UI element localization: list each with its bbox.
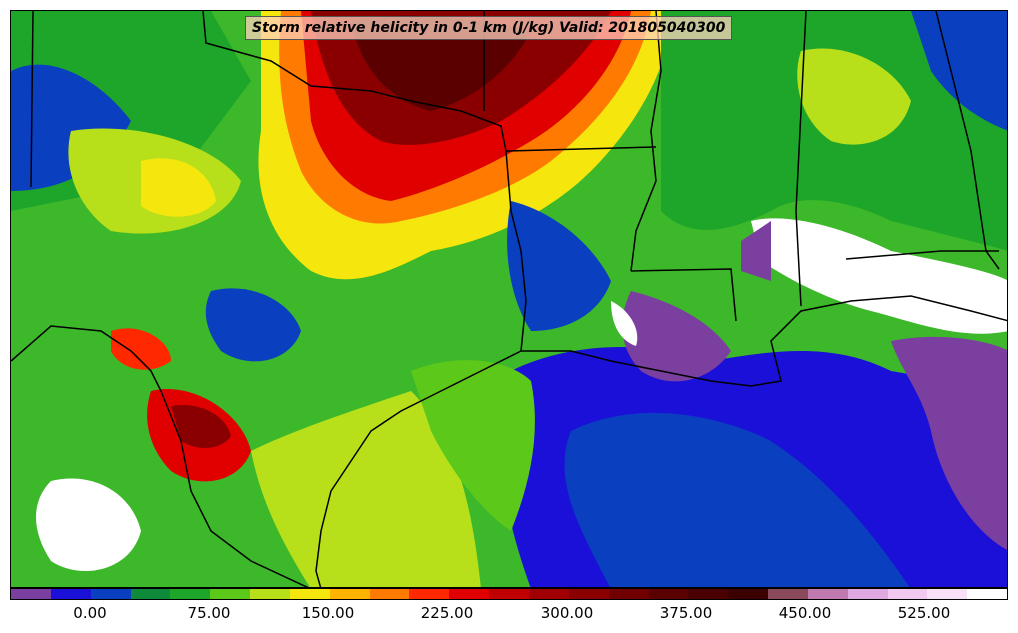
colorbar-segment bbox=[528, 589, 569, 599]
field-gulf-purple bbox=[891, 336, 1007, 550]
colorbar-segment bbox=[608, 589, 649, 599]
colorbar-segment bbox=[768, 589, 808, 599]
colorbar-segment bbox=[648, 589, 689, 599]
field-sw-white bbox=[36, 478, 141, 571]
border-al-fl bbox=[845, 250, 999, 260]
colorbar-segment bbox=[927, 589, 968, 599]
colorbar-tick-labels: 0.00 75.00 150.00 225.00 300.00 375.00 450.00 5… bbox=[10, 600, 1008, 630]
colorbar-tick-label: 75.00 bbox=[187, 604, 231, 622]
field-mid-blue bbox=[205, 288, 301, 362]
field-east-yellowgreen bbox=[797, 48, 911, 145]
border-al-ga bbox=[935, 11, 1000, 270]
colorbar-tick-label: 150.00 bbox=[301, 604, 355, 622]
colorbar-segment bbox=[170, 589, 211, 599]
colorbar-segment bbox=[489, 589, 529, 599]
colorbar-segment bbox=[807, 589, 848, 599]
field-coast-green bbox=[411, 360, 535, 531]
colorbar-segment bbox=[329, 589, 370, 599]
border-ar-la bbox=[505, 146, 657, 152]
field-la-white bbox=[611, 301, 638, 346]
colorbar-segment bbox=[449, 589, 490, 599]
gulf-coastline-east bbox=[521, 295, 1007, 387]
colorbar-segment bbox=[130, 589, 171, 599]
field-ne-blue bbox=[911, 11, 1007, 131]
map-title-box: Storm relative helicity in 0-1 km (J/kg)… bbox=[245, 16, 733, 40]
helicity-map bbox=[10, 10, 1008, 588]
colorbar-tick-label: 0.00 bbox=[73, 604, 107, 622]
border-rio-grande bbox=[11, 325, 309, 587]
colorbar-segment bbox=[887, 589, 928, 599]
field-gulf-deepblue bbox=[564, 412, 910, 587]
colorbar-segment bbox=[409, 589, 450, 599]
colorbar-segment bbox=[289, 589, 330, 599]
field-purple-east bbox=[741, 221, 771, 281]
colorbar-segment bbox=[50, 589, 91, 599]
field-white-east bbox=[751, 218, 1007, 334]
colorbar-segment bbox=[90, 589, 131, 599]
field-sw-red2 bbox=[111, 328, 171, 370]
colorbar-segment bbox=[369, 589, 410, 599]
colorbar-tick-label: 375.00 bbox=[659, 604, 713, 622]
colorbar-segment bbox=[210, 589, 251, 599]
border-ok-tx bbox=[202, 11, 507, 152]
map-canvas bbox=[11, 11, 1007, 587]
colorbar-tick-label: 300.00 bbox=[540, 604, 594, 622]
colorbar-segment bbox=[250, 589, 290, 599]
border-tx-la bbox=[505, 150, 527, 352]
border-ms-river bbox=[630, 11, 662, 272]
field-coastal-yellowgreen bbox=[251, 391, 481, 587]
colorbar-segment bbox=[728, 589, 769, 599]
map-title: Storm relative helicity in 0-1 km (J/kg)… bbox=[252, 20, 726, 36]
border-ms-al bbox=[795, 11, 807, 307]
field-la-blue bbox=[507, 201, 611, 331]
field-la-purple bbox=[622, 291, 731, 382]
colorbar-tick-label: 225.00 bbox=[420, 604, 474, 622]
colorbar-tick-label: 450.00 bbox=[778, 604, 832, 622]
field-west-yellow bbox=[141, 158, 216, 217]
border-la-ms bbox=[630, 268, 737, 322]
field-sw-darkred bbox=[171, 405, 231, 448]
state-borders bbox=[11, 11, 1007, 587]
gulf-coastline-tx bbox=[315, 350, 522, 587]
colorbar-tick-label: 525.00 bbox=[897, 604, 951, 622]
colorbar bbox=[10, 588, 1008, 600]
colorbar-segment bbox=[11, 589, 51, 599]
colorbar-segment bbox=[967, 589, 1008, 599]
colorbar-segment bbox=[688, 589, 729, 599]
colorbar-segment bbox=[847, 589, 888, 599]
colorbar-segment bbox=[568, 589, 609, 599]
border-nm-tx bbox=[30, 11, 34, 188]
